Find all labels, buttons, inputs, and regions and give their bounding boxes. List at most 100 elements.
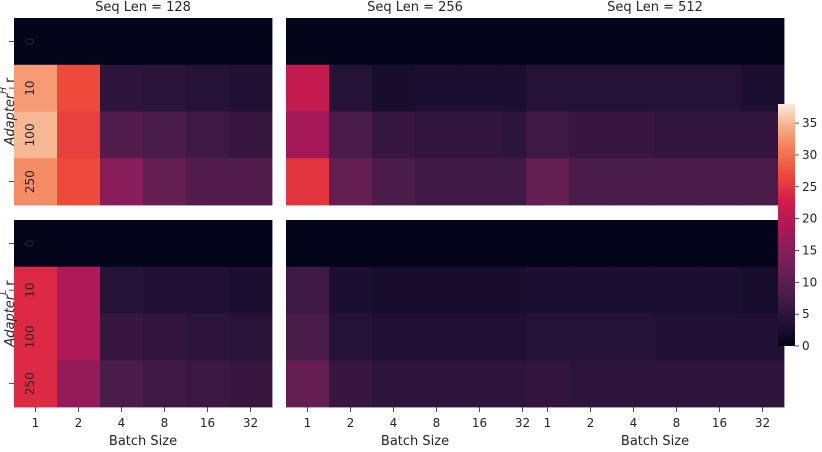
heatmap-grid — [14, 18, 785, 408]
heatmap-cell — [698, 64, 742, 112]
column-title: Seq Len = 512 — [607, 0, 703, 15]
heatmap-cell — [526, 220, 570, 268]
heatmap-cell — [569, 111, 613, 159]
heatmap-cell — [415, 111, 459, 159]
heatmap-cell — [698, 313, 742, 361]
heatmap-cell — [612, 64, 656, 112]
colorbar-gradient — [778, 104, 795, 346]
heatmap-panel — [286, 18, 545, 206]
heatmap-cell — [741, 220, 785, 268]
heatmap-cell — [741, 18, 785, 66]
heatmap-cell — [458, 64, 502, 112]
heatmap-cell — [569, 313, 613, 361]
colorbar-tick-label: 0 — [802, 339, 810, 353]
heatmap-cell — [186, 266, 230, 314]
y-tick-label: 100 — [23, 123, 37, 146]
heatmap-cell — [569, 64, 613, 112]
heatmap-cell — [143, 313, 187, 361]
x-tick-label: 32 — [755, 416, 770, 430]
heatmap-cell — [286, 360, 330, 408]
heatmap-cell — [143, 220, 187, 268]
heatmap-cell — [229, 266, 273, 314]
heatmap-cell — [286, 220, 330, 268]
heatmap-cell — [741, 313, 785, 361]
heatmap-cell — [57, 111, 101, 159]
row-axis-label: AdapterL r — [0, 280, 18, 348]
heatmap-cell — [458, 158, 502, 206]
x-axes: 1 2 4 8 16 32 Batch Size 1 2 4 8 16 32 Batch Size 1 2 4 8… — [32, 407, 770, 449]
heatmap-cell — [372, 220, 416, 268]
x-tick-label: 32 — [243, 416, 258, 430]
heatmap-cell — [372, 18, 416, 66]
heatmap-cell — [100, 158, 144, 206]
row-labels: 0 10 100 250 AdapterH r 0 10 100 250 AdapterL r — [0, 38, 37, 396]
heatmap-cell — [458, 313, 502, 361]
y-tick-label: 10 — [23, 80, 37, 95]
heatmap-cell — [526, 266, 570, 314]
heatmap-cell — [569, 18, 613, 66]
heatmap-cell — [286, 313, 330, 361]
x-tick-label: 8 — [673, 416, 681, 430]
heatmap-panel — [526, 18, 785, 206]
heatmap-cell — [329, 64, 373, 112]
colorbar-tick-label: 10 — [802, 275, 817, 289]
colorbar: 0 5 10 15 20 25 30 35 — [778, 104, 817, 353]
heatmap-cell — [186, 313, 230, 361]
x-tick-label: 16 — [712, 416, 727, 430]
x-tick-label: 1 — [544, 416, 552, 430]
heatmap-cell — [612, 266, 656, 314]
heatmap-cell — [372, 360, 416, 408]
heatmap-cell — [526, 18, 570, 66]
heatmap-cell — [372, 266, 416, 314]
heatmap-cell — [415, 220, 459, 268]
heatmap-cell — [14, 313, 58, 361]
heatmap-cell — [612, 313, 656, 361]
heatmap-cell — [569, 220, 613, 268]
heatmap-cell — [229, 220, 273, 268]
heatmap-panel — [14, 18, 273, 206]
heatmap-cell — [100, 360, 144, 408]
heatmap-cell — [286, 266, 330, 314]
heatmap-cell — [698, 360, 742, 408]
heatmap-cell — [143, 18, 187, 66]
heatmap-cell — [186, 158, 230, 206]
heatmap-cell — [526, 64, 570, 112]
heatmap-cell — [186, 64, 230, 112]
colorbar-tick-label: 20 — [802, 212, 817, 226]
x-tick-label: 16 — [200, 416, 215, 430]
heatmap-cell — [229, 360, 273, 408]
colorbar-tick-label: 5 — [802, 307, 810, 321]
heatmap-cell — [655, 64, 699, 112]
heatmap-cell — [143, 266, 187, 314]
heatmap-cell — [286, 18, 330, 66]
colorbar-tick-label: 25 — [802, 180, 817, 194]
heatmap-cell — [100, 64, 144, 112]
heatmap-cell — [14, 111, 58, 159]
heatmap-cell — [286, 111, 330, 159]
heatmap-cell — [372, 158, 416, 206]
heatmap-cell — [57, 158, 101, 206]
heatmap-cell — [698, 158, 742, 206]
heatmap-cell — [57, 360, 101, 408]
heatmap-cell — [612, 18, 656, 66]
heatmap-cell — [229, 313, 273, 361]
heatmap-cell — [458, 220, 502, 268]
heatmap-cell — [186, 18, 230, 66]
column-title: Seq Len = 128 — [95, 0, 191, 15]
heatmap-cell — [741, 158, 785, 206]
colorbar-tick-label: 30 — [802, 148, 817, 162]
heatmap-cell — [286, 158, 330, 206]
heatmap-panel — [526, 220, 785, 408]
heatmap-cell — [229, 111, 273, 159]
heatmap-cell — [526, 360, 570, 408]
heatmap-cell — [655, 111, 699, 159]
x-axis-label: Batch Size — [621, 434, 689, 449]
heatmap-cell — [14, 64, 58, 112]
heatmap-cell — [612, 220, 656, 268]
heatmap-cell — [415, 158, 459, 206]
heatmap-cell — [698, 220, 742, 268]
heatmap-cell — [100, 220, 144, 268]
x-axis-label: Batch Size — [381, 434, 449, 449]
x-tick-label: 4 — [630, 416, 638, 430]
heatmap-cell — [100, 111, 144, 159]
